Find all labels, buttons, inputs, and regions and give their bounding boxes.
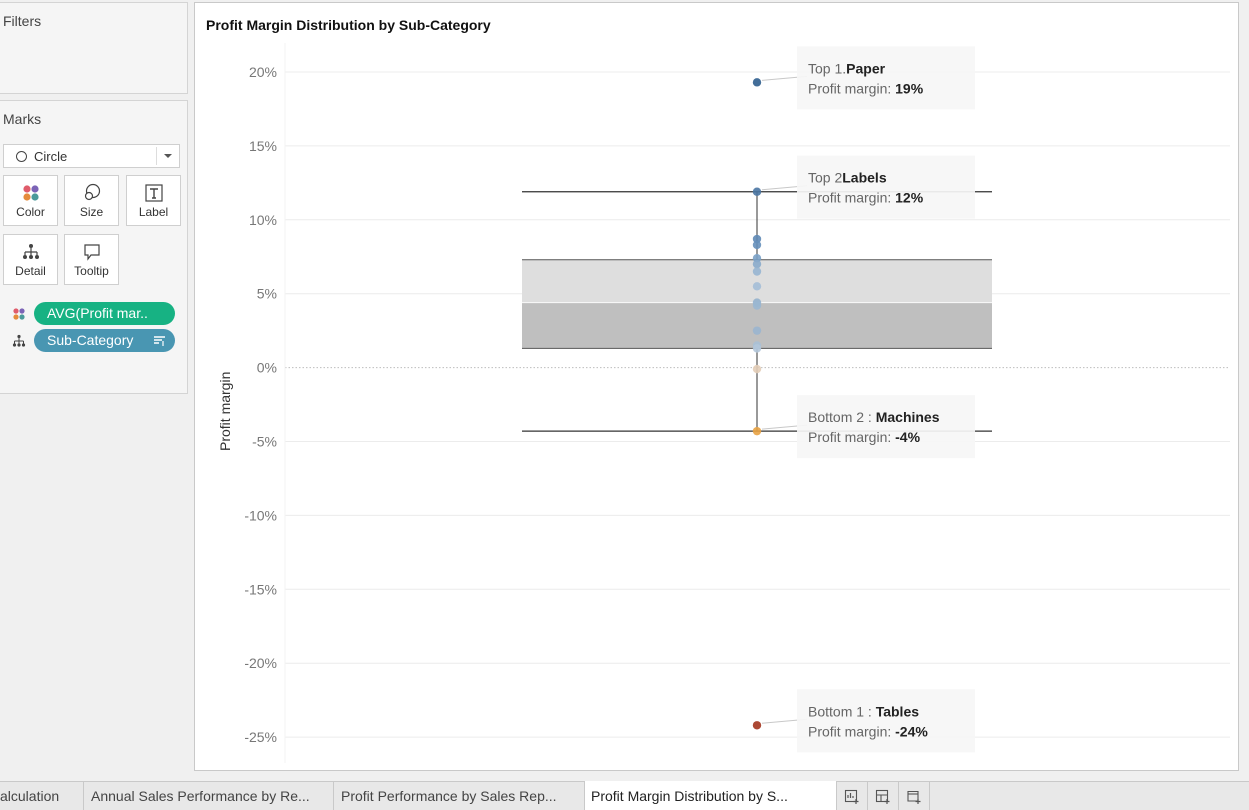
- y-tick-label: 5%: [257, 286, 277, 302]
- data-point[interactable]: [752, 426, 762, 436]
- new-dashboard-icon: [875, 789, 890, 804]
- callout-title: Top 2Labels: [808, 170, 887, 186]
- tab-annual-sales-performance[interactable]: Annual Sales Performance by Re...: [85, 782, 334, 810]
- data-points: [752, 78, 762, 730]
- tab-profit-margin-distribution[interactable]: Profit Margin Distribution by S...: [585, 781, 837, 810]
- callout-value: Profit margin: 12%: [808, 190, 924, 206]
- chart-canvas[interactable]: 20% 15% 10% 5% 0% -5% -10% -15% -20% -25% Top 1.P…: [195, 3, 1240, 772]
- worksheet-view: Profit Margin Distribution by Sub-Catego…: [194, 2, 1239, 771]
- data-point[interactable]: [752, 259, 762, 269]
- annotation-callout[interactable]: Top 1.Paper Profit margin: 19%: [761, 46, 975, 110]
- color-icon: [4, 183, 57, 203]
- data-point[interactable]: [752, 364, 762, 374]
- new-story-icon: [907, 790, 921, 804]
- detail-label: Detail: [15, 264, 46, 278]
- color-icon: [12, 307, 26, 321]
- annotations: Top 1.Paper Profit margin: 19% Top 2Labels…: [761, 46, 975, 753]
- data-point[interactable]: [752, 234, 762, 244]
- size-button[interactable]: Size: [64, 175, 119, 226]
- chevron-down-icon[interactable]: [164, 154, 172, 158]
- sub-category-pill-label: Sub-Category: [47, 332, 134, 348]
- y-tick-labels: 20% 15% 10% 5% 0% -5% -10% -15% -20% -25%: [244, 64, 277, 745]
- tooltip-label: Tooltip: [74, 264, 109, 278]
- data-point[interactable]: [752, 326, 762, 335]
- marks-pane: Marks Circle Color Size: [0, 100, 188, 394]
- callout-value: Profit margin: -24%: [808, 723, 928, 739]
- y-tick-label: -25%: [244, 729, 277, 745]
- filters-pane[interactable]: Filters: [0, 2, 188, 94]
- new-worksheet-icon: [844, 789, 859, 804]
- detail-hierarchy-icon: [4, 242, 57, 262]
- y-tick-label: -10%: [244, 507, 277, 523]
- detail-hierarchy-icon: [12, 334, 26, 348]
- mark-type-label: Circle: [34, 149, 68, 164]
- y-tick-label: 20%: [249, 64, 277, 80]
- callout-title: Bottom 2 : Machines: [808, 409, 940, 425]
- data-point[interactable]: [752, 254, 762, 263]
- sort-descending-icon: [154, 336, 165, 346]
- callout-title: Bottom 1 : Tables: [808, 703, 919, 719]
- detail-button[interactable]: Detail: [3, 234, 58, 285]
- data-point[interactable]: [752, 721, 762, 730]
- tab-profit-performance[interactable]: Profit Performance by Sales Rep...: [335, 782, 585, 810]
- callout-box: [797, 395, 975, 459]
- text-label-icon: [127, 183, 180, 203]
- data-point[interactable]: [752, 344, 762, 353]
- box-lower-half: [522, 302, 992, 349]
- y-tick-label: 10%: [249, 212, 277, 228]
- callout-box: [797, 46, 975, 110]
- annotation-callout[interactable]: Bottom 2 : Machines Profit margin: -4%: [761, 395, 975, 459]
- label-label: Label: [138, 205, 169, 219]
- annotation-callout[interactable]: Top 2Labels Profit margin: 12%: [761, 155, 975, 219]
- speech-bubble-icon: [65, 242, 118, 262]
- mark-type-dropdown[interactable]: Circle: [3, 144, 180, 168]
- callout-value: Profit margin: 19%: [808, 80, 924, 96]
- callout-value: Profit margin: -4%: [808, 429, 921, 445]
- data-point[interactable]: [752, 282, 762, 291]
- new-story-button[interactable]: [899, 782, 930, 810]
- tab-calculation[interactable]: alculation: [0, 782, 84, 810]
- size-icon: [65, 183, 118, 203]
- y-tick-label: -15%: [244, 581, 277, 597]
- data-point[interactable]: [752, 267, 762, 276]
- callout-title: Top 1.Paper: [808, 60, 886, 76]
- sub-category-pill[interactable]: Sub-Category: [34, 329, 175, 352]
- y-tick-label: 15%: [249, 138, 277, 154]
- data-point[interactable]: [752, 78, 762, 87]
- color-button[interactable]: Color: [3, 175, 58, 226]
- new-worksheet-button[interactable]: [837, 782, 868, 810]
- y-tick-label: -20%: [244, 655, 277, 671]
- tooltip-button[interactable]: Tooltip: [64, 234, 119, 285]
- filters-title: Filters: [3, 13, 42, 29]
- marks-title: Marks: [3, 111, 42, 127]
- circle-icon: [16, 151, 27, 162]
- new-dashboard-button[interactable]: [868, 782, 899, 810]
- callout-box: [797, 689, 975, 753]
- data-point[interactable]: [752, 240, 762, 250]
- sheet-tabs-bar: alculation Annual Sales Performance by R…: [0, 781, 1249, 810]
- annotation-callout[interactable]: Bottom 1 : Tables Profit margin: -24%: [761, 689, 975, 753]
- label-button[interactable]: Label: [126, 175, 181, 226]
- size-label: Size: [79, 205, 104, 219]
- data-point[interactable]: [752, 301, 762, 310]
- y-tick-label: -5%: [252, 434, 277, 450]
- callout-box: [797, 155, 975, 219]
- color-label: Color: [16, 205, 45, 219]
- data-point[interactable]: [752, 187, 762, 196]
- y-tick-label: 0%: [257, 360, 277, 376]
- worksheet-title: Profit Margin Distribution by Sub-Catego…: [206, 17, 491, 33]
- avg-profit-margin-pill[interactable]: AVG(Profit mar..: [34, 302, 175, 325]
